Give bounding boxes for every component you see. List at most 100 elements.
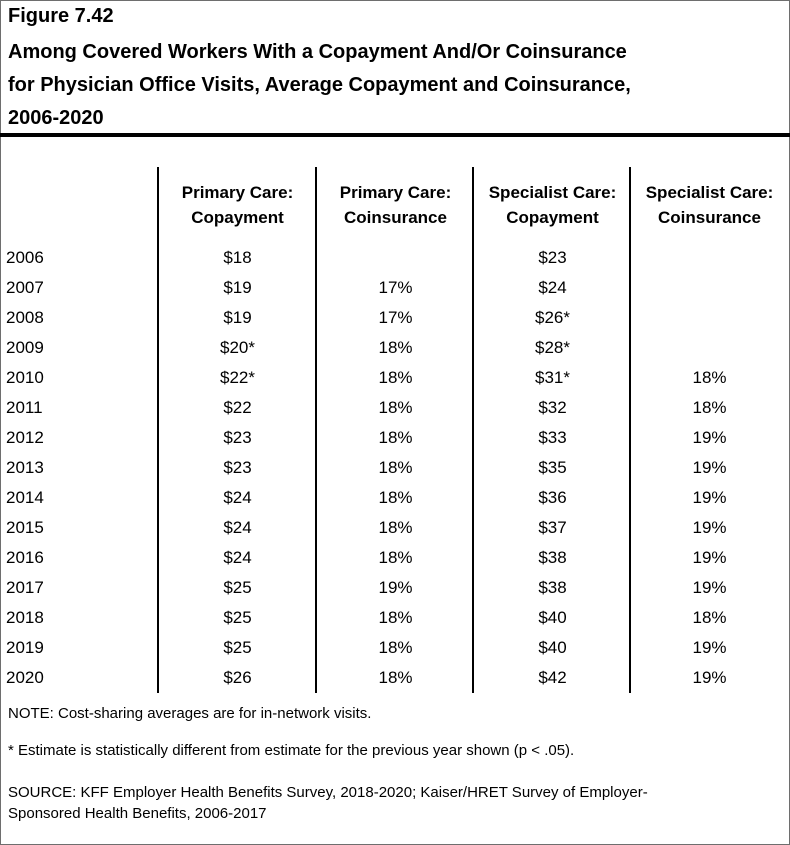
table-cell: 19% (692, 458, 727, 477)
table-row: 2019 $25 18% $40 19% (0, 633, 790, 663)
table-cell: 18% (378, 458, 413, 477)
table-cell: $22 (223, 398, 252, 417)
table-cell: 18% (378, 668, 413, 687)
table-cell: $33 (538, 428, 567, 447)
table-cell: $37 (538, 518, 567, 537)
column-divider-3 (472, 167, 474, 693)
table-cell: $40 (538, 608, 567, 627)
table-cell: $35 (538, 458, 567, 477)
row-year: 2018 (6, 608, 44, 627)
table-cell: 18% (378, 428, 413, 447)
table-cell: $18 (223, 248, 252, 267)
row-year: 2008 (6, 308, 44, 327)
table-cell: $31* (535, 368, 570, 387)
table-row: 2013 $23 18% $35 19% (0, 453, 790, 483)
figure-title: Among Covered Workers With a Copayment A… (8, 36, 778, 135)
table-row: 2014 $24 18% $36 19% (0, 483, 790, 513)
column-header-line: Specialist Care: (645, 183, 774, 202)
table-cell: $40 (538, 638, 567, 657)
table-cell: 18% (692, 608, 727, 627)
source-line-1: SOURCE: KFF Employer Health Benefits Sur… (8, 784, 648, 801)
table-cell: $25 (223, 578, 252, 597)
table-cell: $24 (223, 548, 252, 567)
note-text: NOTE: Cost-sharing averages are for in-n… (8, 705, 372, 722)
table-cell: 19% (692, 548, 727, 567)
table-row: 2010 $22* 18% $31* 18% (0, 363, 790, 393)
table-cell: 18% (378, 338, 413, 357)
column-header-specialist-copay: Specialist Care: Copayment (474, 180, 631, 232)
table-cell: $20* (220, 338, 255, 357)
column-header-line: Coinsurance (658, 208, 761, 227)
table-row: 2017 $25 19% $38 19% (0, 573, 790, 603)
column-header-line: Specialist Care: (488, 183, 617, 202)
table-cell (631, 243, 788, 273)
table-cell: 19% (692, 638, 727, 657)
table-row: 2009 $20* 18% $28* (0, 333, 790, 363)
table-cell: $36 (538, 488, 567, 507)
table-cell: 18% (378, 518, 413, 537)
title-line-3: 2006-2020 (8, 107, 104, 129)
title-divider (0, 133, 790, 137)
table-cell: 18% (378, 368, 413, 387)
table-cell: $32 (538, 398, 567, 417)
source-line-2: Sponsored Health Benefits, 2006-2017 (8, 805, 267, 822)
table-cell: $24 (538, 278, 567, 297)
row-year: 2007 (6, 278, 44, 297)
title-line-2: for Physician Office Visits, Average Cop… (8, 74, 631, 96)
table-cell: 18% (692, 368, 727, 387)
table-cell: $19 (223, 308, 252, 327)
row-year: 2016 (6, 548, 44, 567)
table-cell: $38 (538, 548, 567, 567)
row-year: 2015 (6, 518, 44, 537)
row-year: 2012 (6, 428, 44, 447)
column-header-specialist-coinsurance: Specialist Care: Coinsurance (631, 180, 788, 232)
column-header-line: Copayment (506, 208, 599, 227)
table-cell (631, 273, 788, 303)
column-header-line: Primary Care: (339, 183, 452, 202)
table-cell: $42 (538, 668, 567, 687)
table-cell: 17% (378, 278, 413, 297)
table-cell: 17% (378, 308, 413, 327)
table-cell: $23 (538, 248, 567, 267)
table-row: 2016 $24 18% $38 19% (0, 543, 790, 573)
table-cell: $23 (223, 428, 252, 447)
table-row: 2020 $26 18% $42 19% (0, 663, 790, 693)
table-row: 2006 $18 $23 (0, 243, 790, 273)
table-row: 2011 $22 18% $32 18% (0, 393, 790, 423)
table-row: 2008 $19 17% $26* (0, 303, 790, 333)
table-cell: $25 (223, 638, 252, 657)
table-cell: 19% (692, 668, 727, 687)
column-divider-2 (315, 167, 317, 693)
row-year: 2014 (6, 488, 44, 507)
table-cell: $19 (223, 278, 252, 297)
table-cell: 18% (378, 608, 413, 627)
table-row: 2018 $25 18% $40 18% (0, 603, 790, 633)
table-cell: 18% (378, 488, 413, 507)
column-header-primary-coinsurance: Primary Care: Coinsurance (317, 180, 474, 232)
row-year: 2010 (6, 368, 44, 387)
table-cell: 19% (692, 488, 727, 507)
table-cell: $25 (223, 608, 252, 627)
table-cell: 18% (692, 398, 727, 417)
table-cell: $24 (223, 488, 252, 507)
figure-number: Figure 7.42 (8, 5, 114, 27)
row-year: 2019 (6, 638, 44, 657)
column-header-line: Coinsurance (344, 208, 447, 227)
table-cell: $22* (220, 368, 255, 387)
column-header-line: Copayment (191, 208, 284, 227)
row-year: 2006 (6, 248, 44, 267)
table-cell: $26* (535, 308, 570, 327)
row-year: 2011 (6, 398, 43, 417)
table-cell: $38 (538, 578, 567, 597)
table-cell: $23 (223, 458, 252, 477)
table-cell: 19% (692, 428, 727, 447)
table-cell (631, 333, 788, 363)
table-row: 2007 $19 17% $24 (0, 273, 790, 303)
row-year: 2013 (6, 458, 44, 477)
table-cell: $26 (223, 668, 252, 687)
table-cell: $28* (535, 338, 570, 357)
column-header-line: Primary Care: (181, 183, 294, 202)
table-cell: 19% (378, 578, 413, 597)
column-divider-4 (629, 167, 631, 693)
column-header-primary-copay: Primary Care: Copayment (159, 180, 316, 232)
